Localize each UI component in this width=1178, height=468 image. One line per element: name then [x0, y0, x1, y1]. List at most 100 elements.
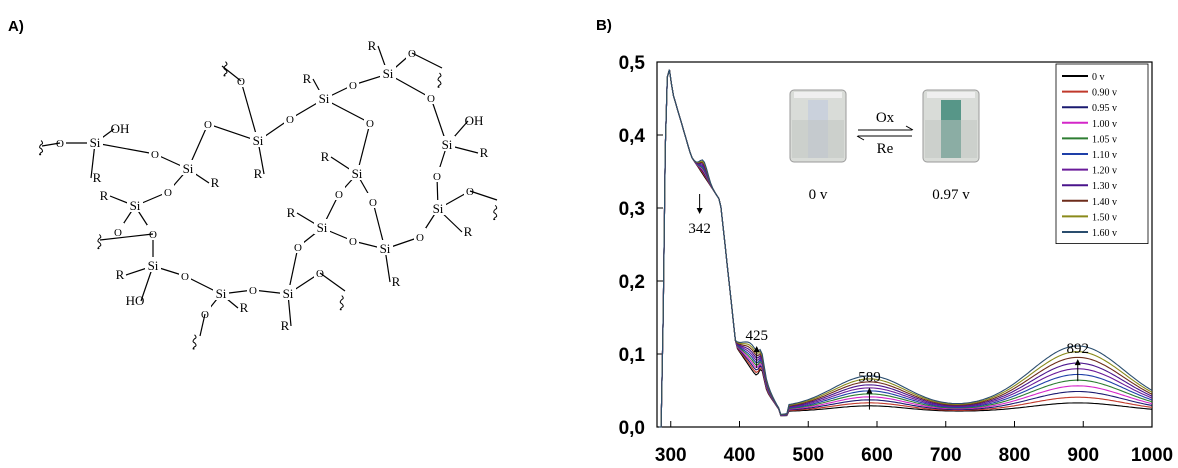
vial-reduced-icon [789, 89, 847, 163]
oxygen-atom: O [408, 48, 416, 60]
series-line [659, 69, 1153, 428]
arrowhead-icon [696, 208, 703, 214]
structure-atoms: Si Si Si Si Si Si Si Si Si Si Si Si Si Si O O O O O O O O O O O O… [54, 44, 476, 321]
silicon-atom: Si [352, 166, 363, 181]
inset-left-label: 0 v [809, 187, 828, 203]
inset-forward-label: Ox [876, 110, 895, 126]
atom-bg [347, 76, 359, 91]
atom-bg [250, 132, 266, 147]
oxygen-atom: O [114, 227, 122, 239]
wavy-truncation-icon [97, 234, 102, 250]
methyl-r-label: R [100, 188, 109, 203]
silicon-atom: Si [90, 135, 101, 150]
silicon-atom: Si [148, 258, 159, 273]
vial-oxidized-icon [922, 89, 980, 163]
atom-bg [87, 134, 103, 149]
series-line [659, 69, 1153, 428]
peak-label: 589 [858, 370, 881, 386]
series-line [659, 69, 1153, 428]
methyl-r-label: R [392, 274, 401, 289]
silicon-atom: Si [183, 161, 194, 176]
bond [94, 142, 156, 155]
peak-label: 892 [1067, 341, 1090, 357]
plot-frame [656, 61, 1153, 428]
oxygen-atom: O [151, 149, 159, 161]
methyl-r-label: R [116, 267, 125, 282]
oxygen-atom: O [316, 268, 324, 280]
legend-label: 1.05 v [1092, 134, 1117, 145]
atom-bg [349, 165, 365, 180]
methyl-r-label: R [211, 175, 220, 190]
wavy-truncation-icon [192, 334, 197, 350]
methyl-r-label: R [303, 71, 312, 86]
peak-label: 342 [688, 221, 711, 237]
x-tick-label: 700 [930, 445, 962, 466]
atom-bg [199, 305, 211, 320]
oxygen-atom: O [349, 236, 357, 248]
atom-bg [425, 89, 437, 104]
silicon-atom: Si [319, 91, 330, 106]
atom-bg [439, 136, 455, 151]
legend-label: 1.20 v [1092, 166, 1117, 177]
terminal-bond [411, 52, 443, 69]
methyl-r-label: R [281, 318, 290, 333]
atom-bg [377, 240, 393, 255]
atom-bg [316, 90, 332, 105]
arrowhead-icon [905, 125, 914, 131]
wavy-truncation-icon [437, 72, 442, 88]
atom-bg [367, 193, 379, 208]
methyl-r-label: R [464, 224, 473, 239]
oxygen-atom: O [249, 285, 257, 297]
silicon-atom: Si [253, 133, 264, 148]
silicon-atom: Si [380, 241, 391, 256]
oxygen-atom: O [56, 138, 64, 150]
vial-rim [794, 92, 842, 98]
atom-bg [202, 115, 214, 130]
methyl-r-label: R [321, 149, 330, 164]
methyl-r-label: R [287, 205, 296, 220]
oxygen-atom: O [416, 232, 424, 244]
terminal-bond [99, 233, 154, 241]
atom-bg [247, 281, 259, 296]
inset-reverse-label: Re [877, 141, 894, 157]
oxygen-atom: O [466, 186, 474, 198]
oxygen-atom: O [427, 93, 435, 105]
structure-chain-ends [39, 52, 498, 350]
x-tick-label: 500 [792, 445, 824, 466]
series-line [659, 69, 1153, 428]
series-line [659, 69, 1153, 428]
wavy-truncation-icon [223, 61, 228, 77]
series-line [659, 69, 1153, 428]
atom-bg [280, 285, 296, 300]
legend-label: 1.00 v [1092, 119, 1117, 130]
vial-liquid [792, 120, 844, 158]
atom-bg [235, 72, 247, 87]
methyl-r-label: R [368, 38, 377, 53]
arrowhead-icon [856, 135, 865, 141]
legend-label: 1.40 v [1092, 197, 1117, 208]
series-line [659, 69, 1153, 428]
series-line [659, 69, 1153, 428]
y-tick-label: 0,0 [619, 418, 645, 439]
terminal-bond [319, 272, 346, 292]
x-tick-label: 300 [655, 445, 687, 466]
y-tick-label: 0,4 [619, 126, 646, 147]
atom-bg [147, 225, 159, 240]
hydroxyl-label: OH [111, 121, 130, 136]
atom-bg [464, 182, 476, 197]
atom-bg [284, 110, 296, 125]
x-tick-label: 800 [999, 445, 1031, 466]
atom-bg [149, 145, 161, 160]
peak-label: 425 [745, 328, 768, 344]
y-tick-label: 0,5 [619, 53, 646, 74]
silicon-atom: Si [433, 201, 444, 216]
silicon-atom: Si [442, 137, 453, 152]
atom-bg [414, 228, 426, 243]
hydroxyl-label: HO [126, 293, 145, 308]
oxygen-atom: O [294, 242, 302, 254]
arrowhead-icon [866, 387, 873, 394]
oxygen-atom: O [366, 118, 374, 130]
atom-bg [127, 197, 143, 212]
legend-label: 0.95 v [1092, 103, 1117, 114]
